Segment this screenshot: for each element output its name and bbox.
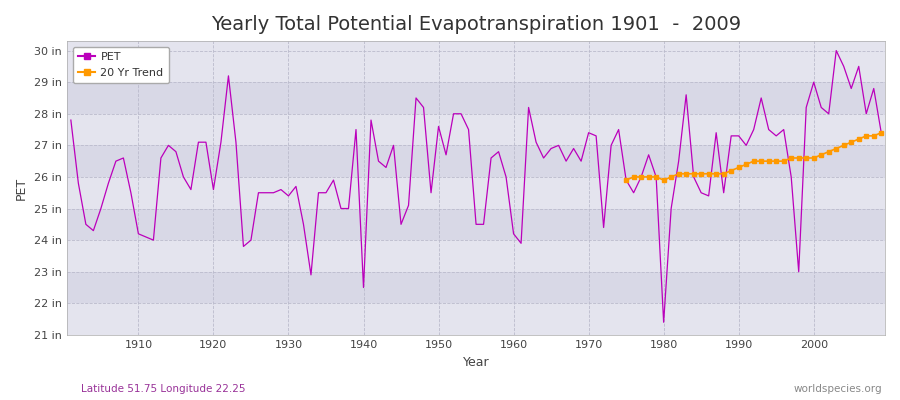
Y-axis label: PET: PET (15, 176, 28, 200)
Bar (68, 50, 885, 82)
Text: Latitude 51.75 Longitude 22.25: Latitude 51.75 Longitude 22.25 (81, 384, 246, 394)
Bar (68, 177, 885, 208)
Bar (68, 82, 885, 114)
Legend: PET, 20 Yr Trend: PET, 20 Yr Trend (73, 47, 169, 83)
Bar (68, 240, 885, 272)
Bar (68, 272, 885, 303)
Bar (68, 114, 885, 145)
X-axis label: Year: Year (463, 356, 490, 369)
Bar (68, 208, 885, 240)
Title: Yearly Total Potential Evapotranspiration 1901  -  2009: Yearly Total Potential Evapotranspiratio… (211, 15, 741, 34)
Bar (68, 145, 885, 177)
Text: worldspecies.org: worldspecies.org (794, 384, 882, 394)
Bar (68, 303, 885, 335)
